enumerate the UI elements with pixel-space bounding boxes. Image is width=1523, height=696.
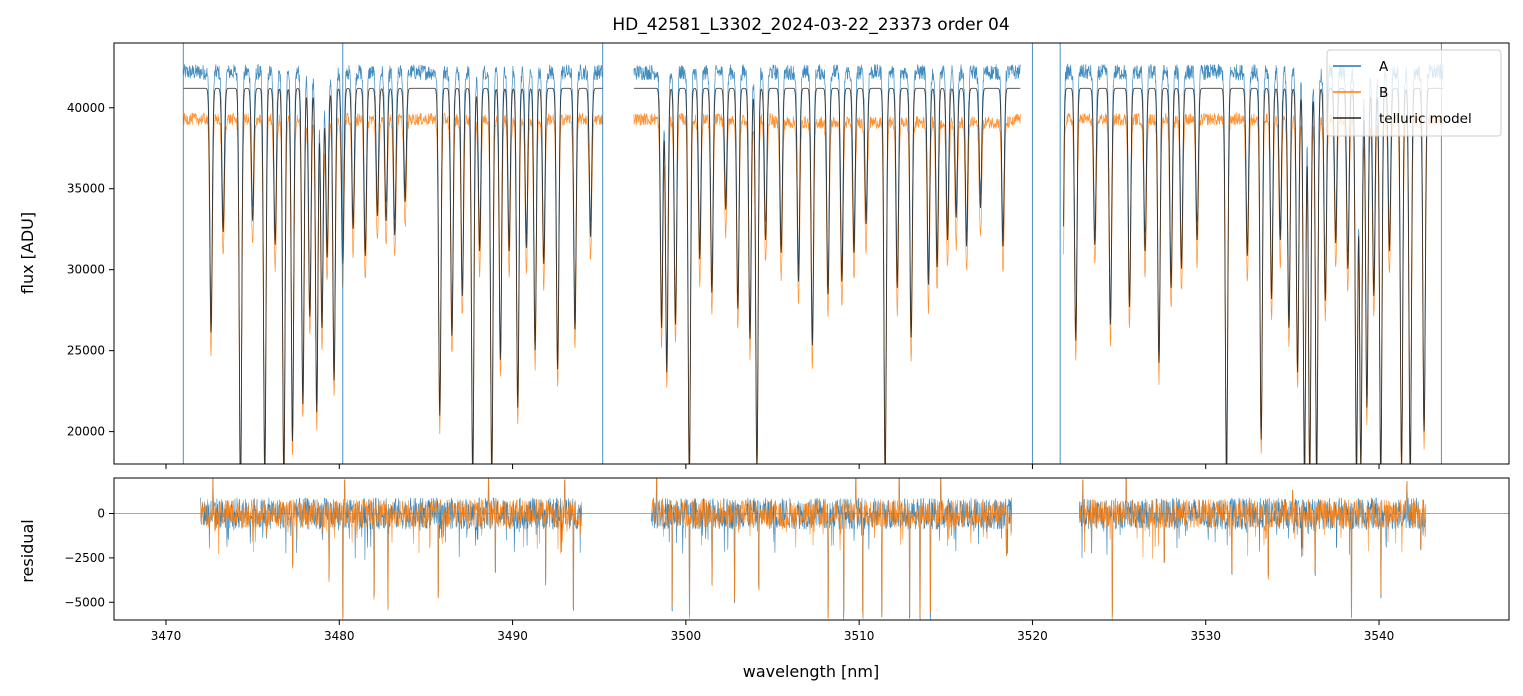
residual-b-line <box>200 478 1427 620</box>
telluric-model-line <box>183 87 1444 464</box>
bottom-panel: −5000 −2500 0 3470 3480 3490 3500 3510 3520 3530… <box>18 477 1510 681</box>
top-panel: 20000 25000 30000 35000 40000 flux [ADU] A B… <box>18 42 1510 469</box>
bottom-x-tick-label: 3540 <box>1364 629 1395 643</box>
bottom-x-tick-label: 3490 <box>497 629 528 643</box>
bottom-x-axis: 3470 3480 3490 3500 3510 3520 3530 3540 <box>151 620 1395 643</box>
top-y-tick-label: 40000 <box>67 101 105 115</box>
bottom-x-tick-label: 3500 <box>671 629 702 643</box>
legend: A B telluric model <box>1326 49 1502 137</box>
bottom-y-tick-label: −2500 <box>64 551 105 565</box>
legend-box <box>1326 49 1502 137</box>
legend-label-b: B <box>1379 85 1388 101</box>
bottom-x-tick-label: 3530 <box>1190 629 1221 643</box>
top-axes-frame <box>113 42 1510 465</box>
bottom-axes-frame <box>113 477 1510 621</box>
top-y-tick-label: 35000 <box>67 182 105 196</box>
bottom-x-tick-label: 3480 <box>324 629 355 643</box>
top-plot-area <box>182 43 1444 464</box>
bottom-y-axis: −5000 −2500 0 <box>64 507 114 609</box>
top-y-tick-label: 20000 <box>67 425 105 439</box>
bottom-plot-area <box>114 478 1509 620</box>
top-y-axis-label: flux [ADU] <box>18 212 37 294</box>
top-x-axis <box>165 464 1380 469</box>
bottom-x-tick-label: 3470 <box>151 629 182 643</box>
bottom-y-tick-label: −5000 <box>64 595 105 609</box>
bottom-y-axis-label: residual <box>18 519 37 582</box>
bottom-x-tick-label: 3510 <box>844 629 875 643</box>
top-y-axis: 20000 25000 30000 35000 40000 <box>67 101 114 439</box>
bottom-y-tick-label: 0 <box>97 507 105 521</box>
top-y-tick-label: 30000 <box>67 263 105 277</box>
legend-label-a: A <box>1379 59 1389 75</box>
bottom-x-tick-label: 3520 <box>1017 629 1048 643</box>
bottom-x-axis-label: wavelength [nm] <box>743 662 880 681</box>
chart-title: HD_42581_L3302_2024-03-22_23373 order 04 <box>612 15 1009 35</box>
top-y-tick-label: 25000 <box>67 344 105 358</box>
legend-label-telluric: telluric model <box>1379 111 1472 127</box>
